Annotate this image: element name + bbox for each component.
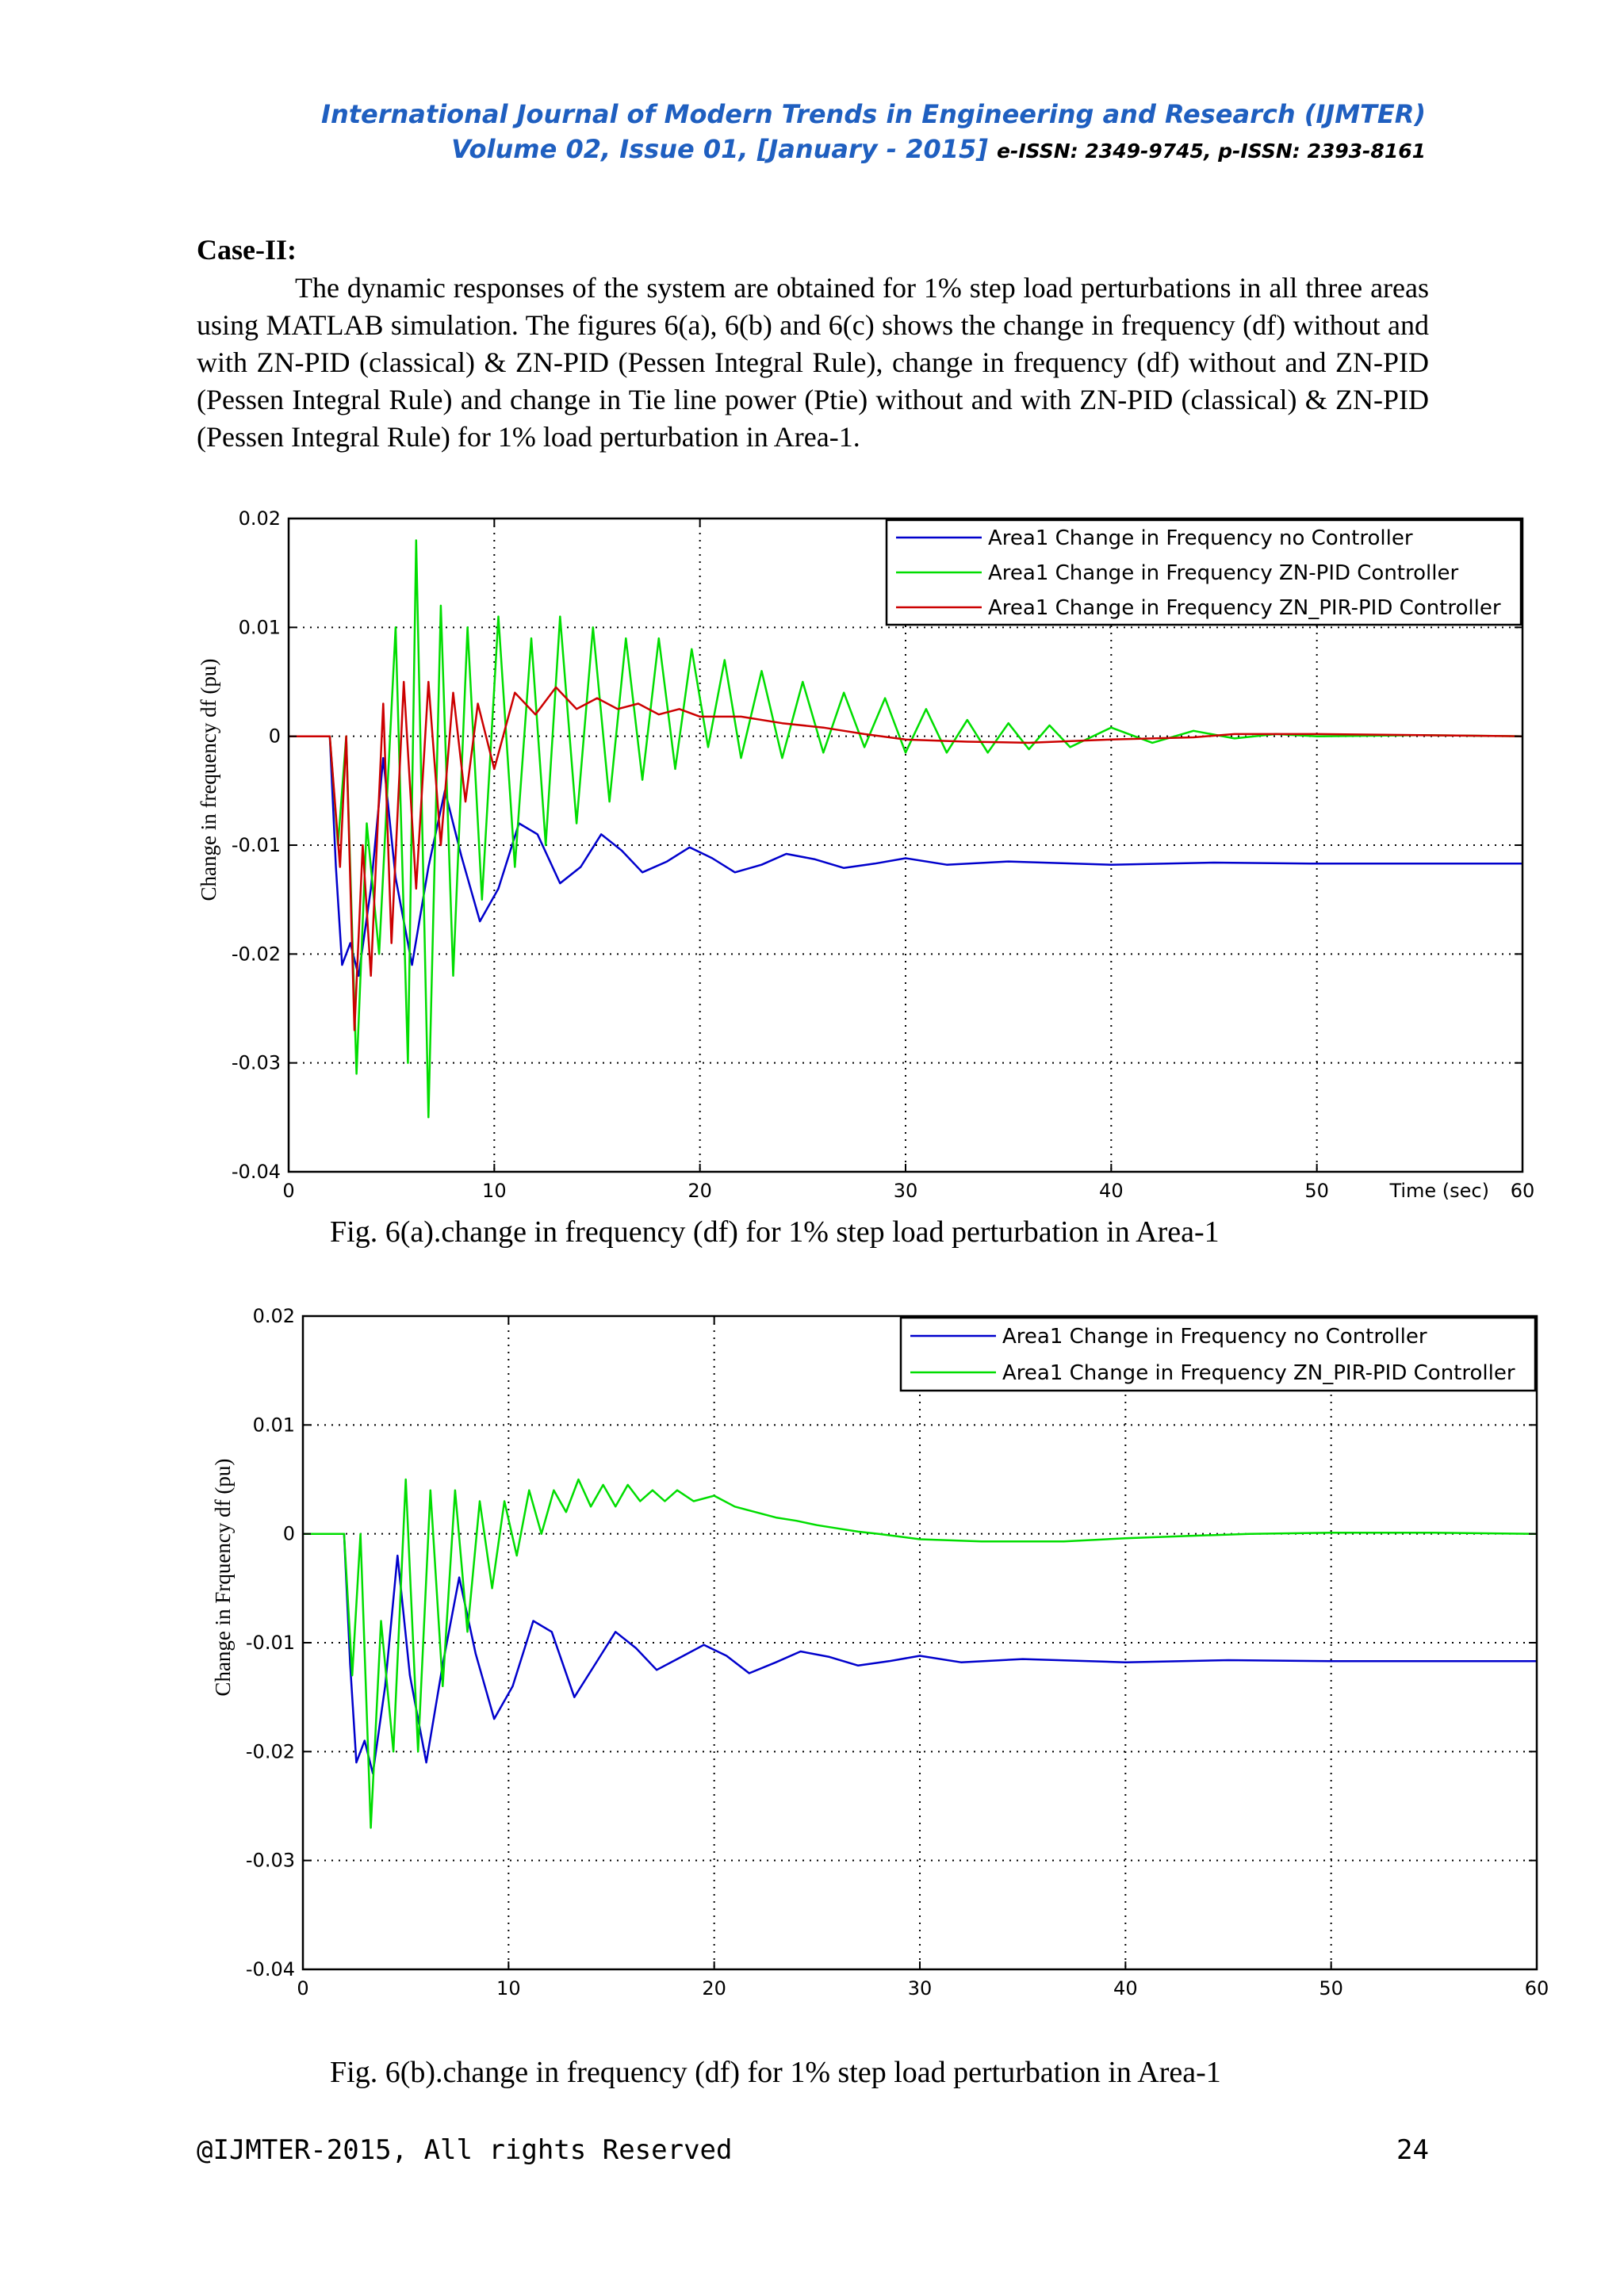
- chart-6b: 0 10 20 30 40 50 60 0.02 0.01 0 -0.01 -0.02 -0.03 -0.…: [211, 1305, 1549, 1999]
- legend-box: [885, 519, 1522, 626]
- series-line-3: [289, 680, 1522, 1031]
- page-number: 24: [1396, 2134, 1429, 2166]
- legend: Area1 Change in Frequency no Controller A…: [885, 519, 1522, 626]
- page-footer: @IJMTER-2015, All rights Reserved 24: [197, 2134, 1429, 2166]
- journal-header: International Journal of Modern Trends i…: [321, 97, 1426, 169]
- x-tick-label: 40: [1113, 1977, 1138, 1999]
- series-line-2: [289, 539, 1522, 1119]
- x-tick-label: 20: [688, 1180, 712, 1202]
- series-line-1: [289, 735, 1522, 978]
- x-axis-label: Time (sec): [1388, 1180, 1489, 1202]
- journal-title: International Journal of Modern Trends i…: [321, 99, 1426, 129]
- x-tick-label: 30: [894, 1180, 918, 1202]
- y-axis-label: Change in frequency df (pu): [197, 659, 220, 901]
- series-line-2: [303, 1478, 1537, 1829]
- section-title: Case-II:: [197, 234, 297, 266]
- y-tick-label: 0.01: [253, 1414, 295, 1436]
- y-tick-label: -0.01: [246, 1632, 295, 1654]
- x-tick-label: 10: [496, 1977, 521, 1999]
- x-tick-label: 10: [482, 1180, 507, 1202]
- y-tick-label: -0.04: [246, 1958, 295, 1980]
- y-tick-label: 0: [283, 1523, 295, 1545]
- y-tick-label: -0.02: [232, 943, 281, 965]
- x-tick-label: 30: [908, 1977, 933, 1999]
- copyright-text: @IJMTER-2015, All rights Reserved: [197, 2134, 733, 2166]
- figure-6a: 0 10 20 30 40 50 60 0.02 0.01 0 -0.01 -0.02 -0.03 -0.…: [190, 506, 1554, 1211]
- legend-entry-2: Area1 Change in Frequency ZN_PIR-PID Con…: [1002, 1361, 1515, 1385]
- chart-6a: 0 10 20 30 40 50 60 0.02 0.01 0 -0.01 -0.02 -0.03 -0.…: [197, 507, 1535, 1202]
- legend-box: [899, 1316, 1537, 1392]
- y-tick-label: 0.02: [253, 1305, 295, 1327]
- y-tick-label: -0.03: [232, 1052, 281, 1074]
- figure-6b-caption: Fig. 6(b).change in frequency (df) for 1…: [330, 2056, 1221, 2089]
- y-axis-label: Change in Frquency df (pu): [211, 1459, 235, 1697]
- x-tick-label: 0: [297, 1977, 308, 1999]
- legend-entry-2: Area1 Change in Frequency ZN-PID Control…: [988, 561, 1458, 585]
- x-tick-label: 60: [1525, 1977, 1549, 1999]
- series-line-1: [303, 1533, 1537, 1775]
- body-paragraph: The dynamic responses of the system are …: [197, 272, 1429, 453]
- legend-entry-3: Area1 Change in Frequency ZN_PIR-PID Con…: [988, 596, 1501, 620]
- x-tick-label: 60: [1511, 1180, 1535, 1202]
- x-tick-label: 20: [702, 1977, 726, 1999]
- y-tick-label: 0.02: [239, 507, 281, 530]
- journal-volume-line: Volume 02, Issue 01, [January - 2015] e-…: [321, 132, 1426, 169]
- legend-entry-1: Area1 Change in Frequency no Controller: [1002, 1325, 1427, 1349]
- y-tick-label: -0.03: [246, 1850, 295, 1872]
- x-tick-label: 0: [282, 1180, 294, 1202]
- y-tick-label: -0.01: [232, 834, 281, 856]
- legend-entry-1: Area1 Change in Frequency no Controller: [988, 526, 1413, 550]
- y-tick-label: -0.02: [246, 1740, 295, 1762]
- volume-info: Volume 02, Issue 01, [January - 2015]: [451, 134, 988, 164]
- x-tick-label: 40: [1099, 1180, 1124, 1202]
- x-tick-label: 50: [1304, 1180, 1329, 1202]
- y-tick-label: -0.04: [232, 1161, 281, 1183]
- figure-6b: 0 10 20 30 40 50 60 0.02 0.01 0 -0.01 -0.02 -0.03 -0.…: [190, 1300, 1554, 1999]
- legend: Area1 Change in Frequency no Controller A…: [899, 1316, 1537, 1392]
- plot-area: [303, 1316, 1537, 1969]
- y-tick-label: 0.01: [239, 616, 281, 638]
- x-tick-label: 50: [1319, 1977, 1343, 1999]
- y-tick-label: 0: [269, 725, 281, 748]
- figure-6a-caption: Fig. 6(a).change in frequency (df) for 1…: [330, 1215, 1220, 1249]
- issn-info: e-ISSN: 2349-9745, p-ISSN: 2393-8161: [997, 140, 1426, 163]
